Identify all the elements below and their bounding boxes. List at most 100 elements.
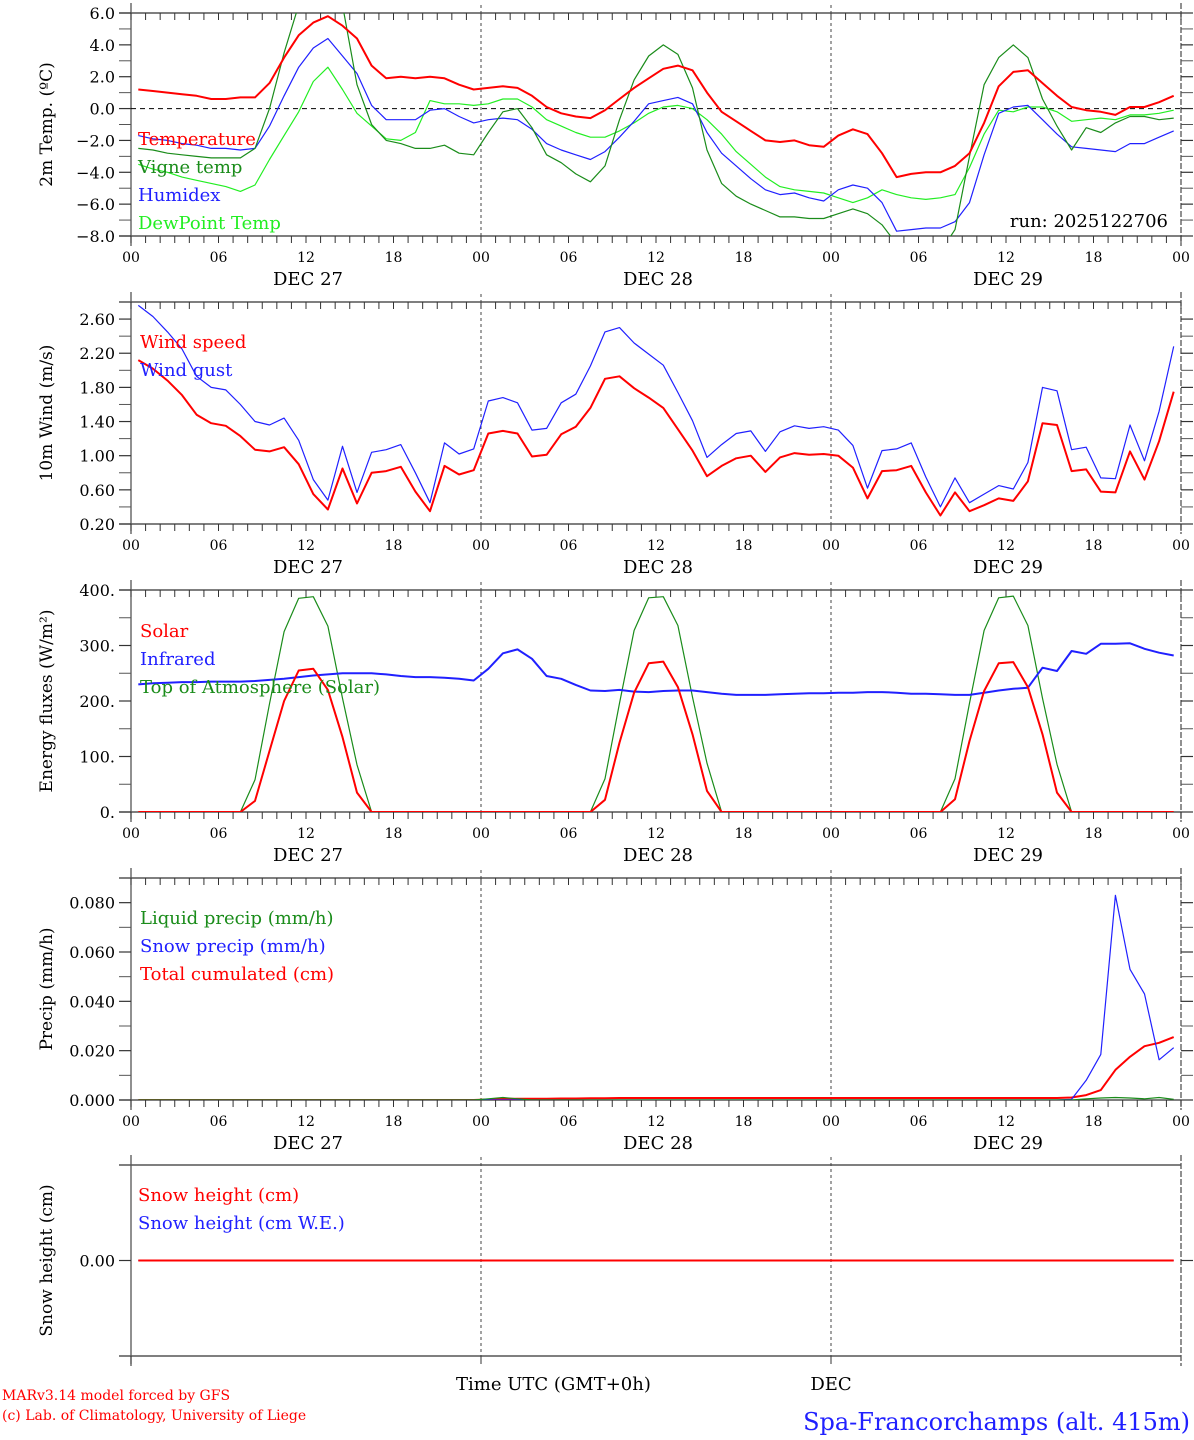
x-tick-label: 18 — [1085, 538, 1103, 554]
x-tick-label: 00 — [1172, 826, 1190, 842]
x-tick-label: 18 — [735, 250, 753, 266]
series-line-top-of-atmosphere-solar — [138, 595, 1174, 812]
x-tick-label: 18 — [1085, 826, 1103, 842]
legend-entry: Liquid precip (mm/h) — [140, 908, 334, 929]
y-tick-label: −2.0 — [76, 131, 115, 150]
station-name: Spa-Francorchamps (alt. 415m) — [803, 1408, 1190, 1436]
x-tick-label: 06 — [910, 1114, 928, 1130]
x-tick-label: 18 — [735, 826, 753, 842]
legend-entry: DewPoint Temp — [138, 213, 281, 234]
series-line-solar — [138, 660, 1174, 812]
x-tick-label: 12 — [297, 826, 315, 842]
x-tick-label: 12 — [297, 538, 315, 554]
x-tick-label: 12 — [997, 1114, 1015, 1130]
x-tick-label: 12 — [647, 538, 665, 554]
y-tick-label: 0. — [100, 803, 115, 822]
y-tick-label: 2.20 — [79, 344, 115, 363]
x-tick-label: 00 — [472, 538, 490, 554]
series-line-vigne-temp — [138, 13, 1174, 236]
x-tick-label: 12 — [647, 1114, 665, 1130]
legend-entry: Snow height (cm W.E.) — [138, 1213, 345, 1234]
x-tick-label: 00 — [472, 826, 490, 842]
x-tick-label: 18 — [385, 250, 403, 266]
time-axis-label: Time UTC (GMT+0h) — [456, 1374, 651, 1395]
series-group — [138, 894, 1175, 1100]
y-tick-label: 1.40 — [79, 413, 115, 432]
y-axis-title: Energy fluxes (W/m²) — [37, 610, 57, 793]
series-line-total-cumulated-cm — [138, 1036, 1175, 1100]
series-group — [138, 13, 1175, 236]
series-line-humidex — [138, 37, 1174, 232]
y-axis-title: 10m Wind (m/s) — [37, 345, 57, 482]
y-axis-title: Snow height (cm) — [37, 1184, 57, 1336]
x-tick-label: 06 — [910, 538, 928, 554]
series-line-wind-gust — [137, 304, 1175, 508]
legend-entry: Snow height (cm) — [138, 1185, 299, 1206]
x-tick-label: 12 — [297, 1114, 315, 1130]
x-tick-label: 06 — [560, 250, 578, 266]
y-tick-label: 6.0 — [90, 4, 115, 23]
run-annotation: run: 2025122706 — [1010, 211, 1168, 232]
panel-energy: 00 06 12 18 00 06 12 18 00 06 12 18 00 DEC 27 DEC 28 DE… — [37, 580, 1193, 866]
y-tick-label: 1.80 — [79, 378, 115, 397]
x-tick-label: 00 — [472, 250, 490, 266]
x-tick-label: 12 — [997, 250, 1015, 266]
y-tick-label: 300. — [79, 637, 115, 656]
day-label: DEC 28 — [623, 557, 693, 578]
day-label: DEC 27 — [273, 557, 343, 578]
x-tick-label: 00 — [822, 538, 840, 554]
x-tick-label: 06 — [210, 826, 228, 842]
day-label: DEC 29 — [973, 845, 1043, 866]
day-label: DEC 27 — [273, 845, 343, 866]
y-tick-label: 0.20 — [79, 515, 115, 534]
day-label: DEC 29 — [973, 557, 1043, 578]
y-axis-title: Precip (mm/h) — [37, 927, 57, 1050]
y-tick-label: 0.060 — [69, 943, 115, 962]
series-line-wind-speed — [137, 359, 1175, 517]
y-tick-label: 0.040 — [69, 992, 115, 1011]
x-tick-label: 00 — [122, 826, 140, 842]
x-tick-label: 18 — [1085, 250, 1103, 266]
series-line-temperature — [138, 15, 1175, 179]
day-label: DEC 28 — [623, 269, 693, 290]
x-tick-label: 18 — [385, 826, 403, 842]
x-tick-label: 00 — [822, 250, 840, 266]
x-tick-label: 00 — [1172, 538, 1190, 554]
y-tick-label: 0.00 — [79, 1252, 115, 1271]
model-credit: MARv3.14 model forced by GFS — [2, 1388, 230, 1404]
y-axis-title: 2m Temp. (ºC) — [37, 62, 57, 187]
legend-entry: Wind gust — [140, 360, 233, 381]
x-tick-label: 00 — [122, 538, 140, 554]
panel-snow: 0.00 Snow height (cm) Snow height (cm) Snow… — [37, 1155, 1193, 1366]
x-tick-label: 18 — [1085, 1114, 1103, 1130]
y-tick-label: 200. — [79, 692, 115, 711]
x-tick-label: 18 — [735, 538, 753, 554]
legend-entry: Solar — [140, 621, 189, 642]
x-tick-label: 12 — [647, 250, 665, 266]
y-tick-label: 2.60 — [79, 310, 115, 329]
series-line-dewpoint-temp — [138, 66, 1174, 204]
y-tick-label: 0.020 — [69, 1042, 115, 1061]
day-label: DEC 27 — [273, 1133, 343, 1154]
x-tick-label: 00 — [822, 1114, 840, 1130]
x-tick-label: 12 — [297, 250, 315, 266]
x-tick-label: 12 — [997, 826, 1015, 842]
x-tick-label: 18 — [385, 538, 403, 554]
y-tick-label: −8.0 — [76, 227, 115, 246]
day-label: DEC 28 — [623, 1133, 693, 1154]
x-tick-label: 12 — [997, 538, 1015, 554]
legend-entry: Snow precip (mm/h) — [140, 936, 326, 957]
legend-entry: Top of Atmosphere (Solar) — [140, 677, 380, 698]
series-line-infrared — [138, 642, 1174, 696]
legend-entry: Wind speed — [140, 332, 246, 353]
y-tick-label: 4.0 — [90, 36, 115, 55]
legend-entry: Total cumulated (cm) — [140, 964, 334, 985]
x-tick-label: 00 — [1172, 250, 1190, 266]
bottom-day-label: DEC — [810, 1374, 851, 1395]
footer: MARv3.14 model forced by GFS (c) Lab. of … — [2, 1374, 1190, 1436]
x-tick-label: 00 — [122, 250, 140, 266]
y-tick-label: −6.0 — [76, 195, 115, 214]
x-tick-label: 00 — [1172, 1114, 1190, 1130]
x-tick-label: 06 — [560, 1114, 578, 1130]
